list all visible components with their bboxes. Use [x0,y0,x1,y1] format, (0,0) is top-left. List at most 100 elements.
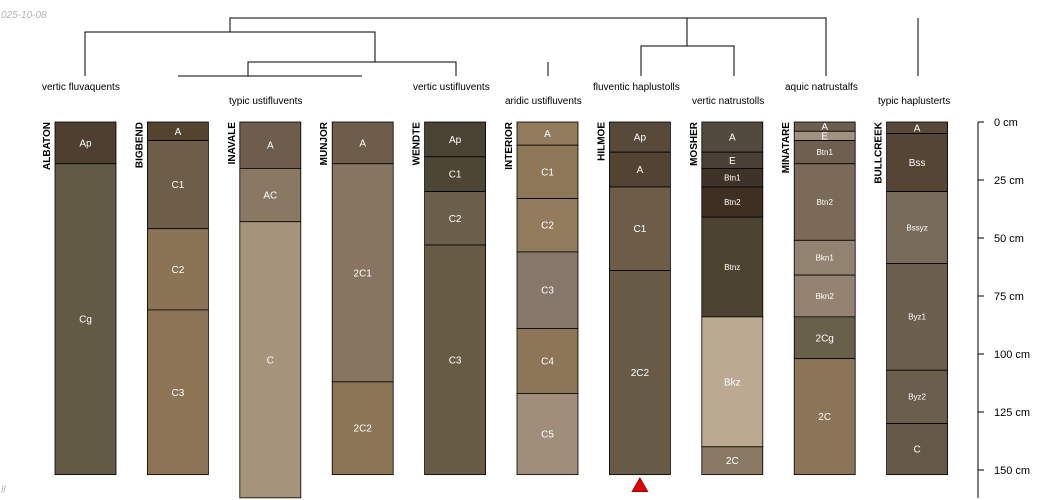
date-fragment: 025-10-08 [1,10,47,21]
profile-hilmoe: Ap A C1 2C2 HILMOE [596,121,671,492]
group-label: aridic ustifluvents [505,96,582,107]
horizon [516,198,579,253]
horizon-label: C4 [541,356,554,367]
horizon [516,251,579,329]
horizon [54,121,117,165]
footer-fragment: ll [1,485,6,496]
horizon-label: Bkn1 [816,254,835,263]
horizon-label: C2 [449,214,462,225]
horizon-label: Byz1 [908,313,926,322]
profile-munjor: A 2C1 2C2 MUNJOR [319,121,394,476]
depth-tick-label: 100 cm [994,349,1030,361]
horizon-label: E [729,156,736,167]
horizon [424,121,487,158]
horizon [331,381,394,476]
horizon [886,423,948,476]
group-label: vertic natrustolls [692,96,764,107]
horizon [239,167,302,223]
horizon-label: A [914,123,921,134]
dendrogram-branch [84,31,376,76]
profile-inavale: A AC C INAVALE [227,121,302,499]
group-label: aquic natrustalfs [785,82,858,93]
horizon-label: 2C [818,412,831,423]
depth-tick-label: 0 cm [994,117,1018,129]
horizon-label: Ap [449,135,462,146]
profile-mosher: A E Btn1 Btn2 Btnz Bkz 2C MOSHER [689,121,764,476]
horizon [886,191,948,264]
horizon [516,328,579,394]
profile-wendte: Ap C1 C2 C3 WENDTE [412,121,487,476]
horizon-label: C3 [172,388,185,399]
profile-name: HILMOE [596,122,607,161]
horizon-label: C3 [541,286,554,297]
horizon [239,121,302,169]
horizon-label: Btnz [724,263,740,272]
horizon-label: C1 [541,167,554,178]
profile-name: INAVALE [227,122,238,165]
profile-name: MINATARE [781,122,792,174]
horizon [239,221,302,499]
horizon [701,446,764,476]
horizon-label: Cg [79,315,92,326]
horizon-label: 2C [726,456,739,467]
profile-name: MUNJOR [319,121,330,165]
group-label: typic haplusterts [878,96,950,107]
profile-name: BULLCREEK [874,121,885,183]
horizon-label: A [175,127,182,138]
horizon-label: C1 [172,180,185,191]
horizon [793,163,856,241]
group-label: vertic fluvaquents [42,82,120,93]
profile-bigbend: A C1 C2 C3 BIGBEND [134,121,209,476]
horizon-label: 2Cg [816,333,834,344]
horizon-label: A [637,165,644,176]
horizon [609,186,671,271]
horizon-label: 2C2 [354,424,373,435]
horizon [793,358,856,476]
horizon-label: A [359,138,366,149]
profile-bullcreek: A Bss Bssyz Byz1 Byz2 C BULLCREEK [874,121,948,476]
horizon-label: Bkn2 [816,292,835,301]
horizon-label: Ap [634,133,647,144]
horizon [609,151,671,188]
horizon-label: A [821,122,828,133]
horizon [516,393,579,476]
dendrogram-branch [247,61,457,76]
horizon [701,186,764,218]
horizon [146,140,209,230]
dendrogram [84,17,919,77]
horizon-label: C5 [541,430,554,441]
depth-tick-label: 75 cm [994,291,1024,303]
horizon [424,244,487,476]
profile-name: WENDTE [412,122,423,166]
horizon-label: Bss [909,158,926,169]
horizon-label: AC [263,191,277,202]
marker-triangle [631,477,649,492]
depth-axis: 0 cm 25 cm 50 cm 75 cm 100 cm 125 cm 150 cm [977,117,1030,498]
horizon [886,369,948,424]
profile-name: MOSHER [689,121,700,166]
depth-tick-label: 25 cm [994,175,1024,187]
depth-tick-label: 125 cm [994,407,1030,419]
profile-albaton: Ap Cg ALBATON [42,121,117,476]
horizon [793,316,856,360]
horizon-label: A [544,129,551,140]
horizon-label: Btn1 [724,173,741,182]
group-labels: vertic fluvaquents typic ustifluvents ve… [42,82,950,107]
dendrogram-branch [640,45,735,76]
horizon-label: A [729,133,736,144]
horizon-label: C2 [172,265,185,276]
horizon [793,274,856,318]
horizon-label: C3 [449,355,462,366]
horizon-label: C [913,445,920,456]
horizon-label: 2C2 [631,368,650,379]
dendrogram-branch [229,17,827,32]
horizon-label: Btn2 [724,198,741,207]
horizon-label: C2 [541,221,554,232]
depth-tick-label: 150 cm [994,465,1030,477]
horizon-label: C1 [634,224,647,235]
horizon-label: Bssyz [906,223,927,232]
profile-name: INTERIOR [504,121,515,170]
horizon-label: C [267,355,274,366]
horizon-label: C1 [449,170,462,181]
